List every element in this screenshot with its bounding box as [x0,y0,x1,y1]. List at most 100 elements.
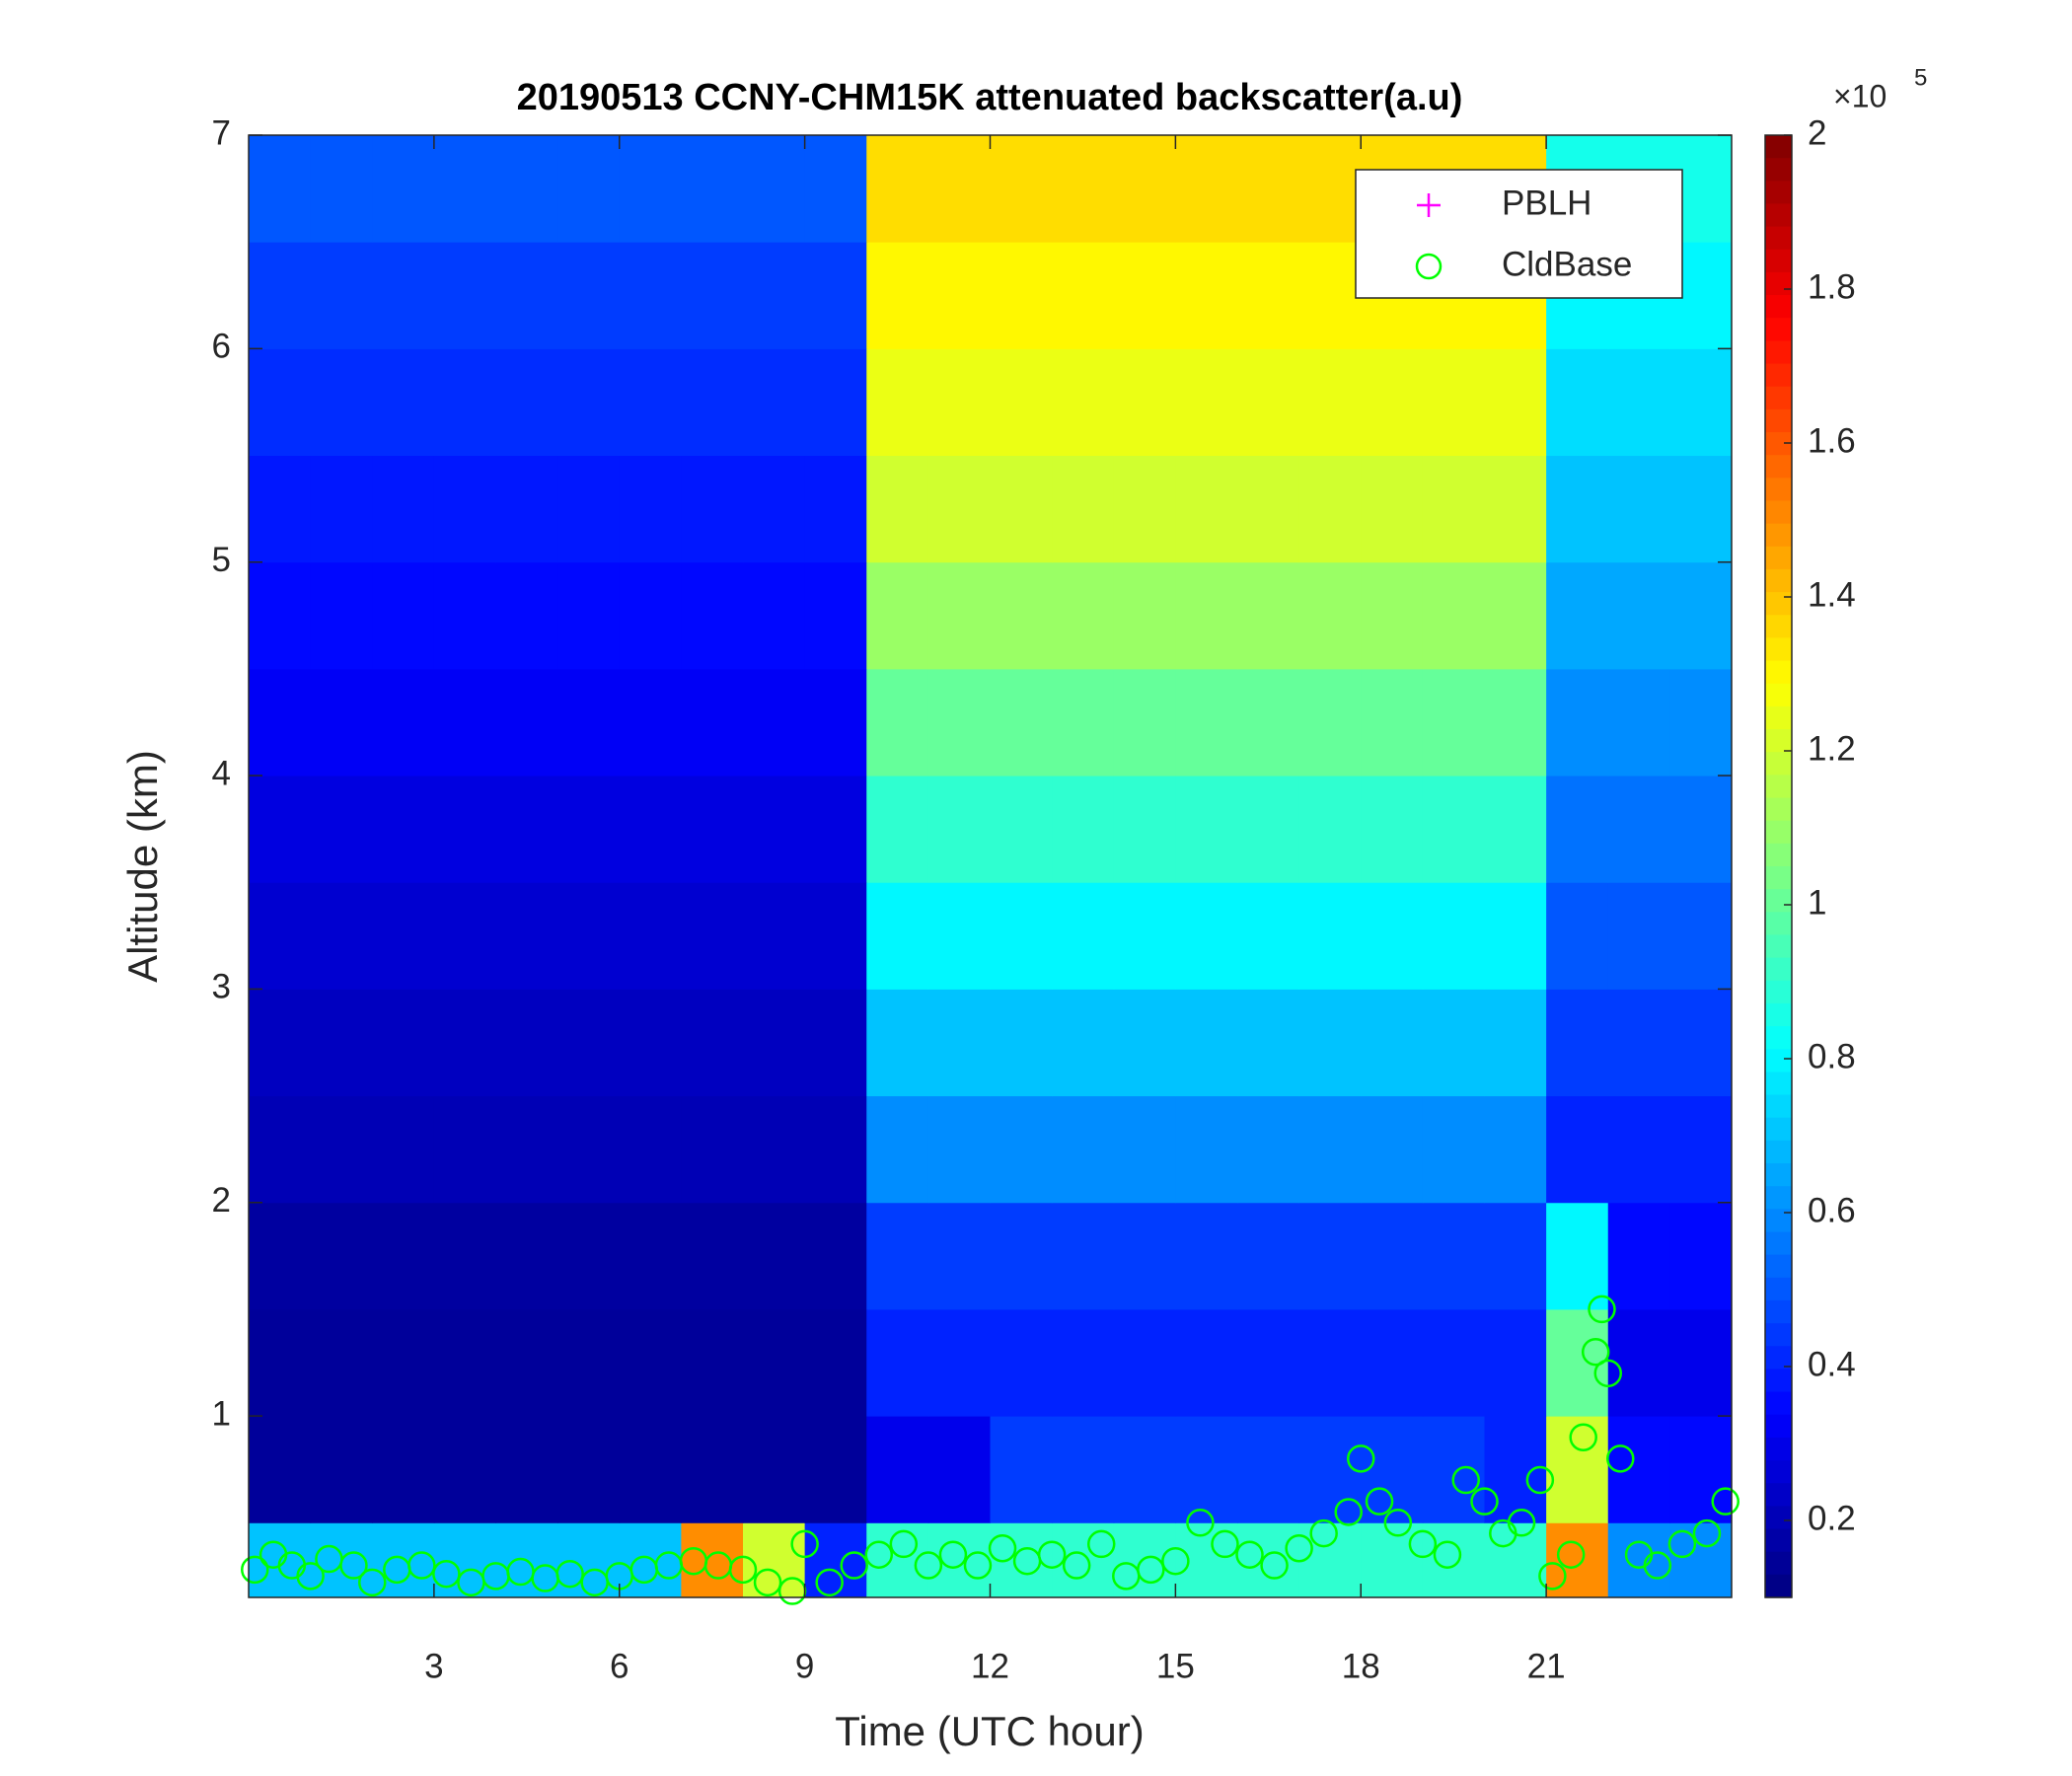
heatmap-cell [927,135,991,243]
colorbar-tick-label: 1 [1808,883,1826,922]
heatmap-cell [619,1416,682,1523]
colorbar-swatch [1765,340,1792,365]
heatmap-cell [1361,776,1424,883]
heatmap-cell [1298,1308,1362,1417]
heatmap-cell [619,561,682,670]
heatmap-cell [1607,1416,1670,1523]
cloud-base-marker [988,1533,1017,1563]
heatmap-cell [1546,1308,1609,1417]
heatmap-cell [681,455,744,563]
heatmap-cell [1052,348,1115,457]
heatmap-cell [1607,989,1670,1097]
heatmap-cell [1298,776,1362,883]
heatmap-cell [310,1308,373,1417]
heatmap-cell [1484,776,1547,883]
heatmap-cell [1175,882,1238,990]
heatmap-cell [990,1095,1053,1204]
heatmap-cell [743,989,806,1097]
colorbar-swatch [1765,500,1792,525]
heatmap-cell [310,1095,373,1204]
heatmap-cell [866,882,929,990]
heatmap-cell [866,1308,929,1417]
colorbar-swatch [1765,934,1792,959]
heatmap-cell [310,348,373,457]
heatmap-cell [990,561,1053,670]
colorbar-swatch [1765,1140,1792,1164]
cloud-base-marker [1588,1295,1616,1324]
heatmap-cell [1113,1416,1176,1523]
heatmap-cell [557,455,621,563]
heatmap-cell [1669,882,1733,990]
heatmap-cell [557,1095,621,1204]
cloud-base-marker [1593,1359,1622,1388]
cloud-base-marker [1451,1465,1480,1495]
colorbar-swatch [1765,1483,1792,1507]
cloud-base-marker [296,1562,325,1591]
colorbar-swatch [1765,203,1792,228]
heatmap-cell [557,882,621,990]
heatmap-cell [1669,1095,1733,1204]
heatmap-cell [1113,989,1176,1097]
colorbar-tick-label: 0.4 [1808,1345,1856,1383]
cloud-base-marker [1556,1540,1586,1569]
colorbar-swatch [1765,432,1792,456]
cloud-base-marker [1086,1529,1116,1559]
heatmap-cell [1237,135,1300,243]
heatmap-cell [804,1416,867,1523]
heatmap-cell [619,1308,682,1417]
heatmap-cell [372,561,435,670]
heatmap-cell [249,561,312,670]
heatmap-cell [1113,1095,1176,1204]
legend-label: CldBase [1502,245,1632,283]
heatmap-cell [1175,1416,1238,1523]
y-tick-label: 7 [212,113,231,152]
heatmap-cell [495,1416,558,1523]
heatmap-cell [1422,989,1485,1097]
heatmap-cell [557,1308,621,1417]
heatmap-cell [1237,882,1300,990]
heatmap-cell [1113,1522,1176,1598]
heatmap-cell [927,776,991,883]
x-axis-label: Time (UTC hour) [835,1708,1144,1754]
heatmap-cell [681,1202,744,1310]
heatmap-cell [372,1522,435,1598]
heatmap-cell [743,348,806,457]
heatmap-cell [310,1416,373,1523]
heatmap-cell [249,1308,312,1417]
cloud-base-marker [432,1559,461,1589]
heatmap-cell [619,455,682,563]
colorbar-swatch [1765,271,1792,296]
heatmap-cell [990,1416,1053,1523]
cloud-base-marker [1062,1551,1091,1580]
heatmap-cell [1175,1202,1238,1310]
cloud-base-marker [339,1551,368,1580]
cloud-base-marker [241,1555,269,1585]
chart-title: 20190513 CCNY-CHM15K attenuated backscat… [517,77,1463,118]
heatmap-cell [990,1308,1053,1417]
colorbar-swatch [1765,249,1792,273]
heatmap-cell [1607,1202,1670,1310]
cloud-base-marker [790,1529,819,1559]
colorbar-swatch [1765,615,1792,639]
heatmap-cell [1113,135,1176,243]
heatmap-cell [433,455,496,563]
heatmap-cell [681,882,744,990]
heatmap-cell [804,1308,867,1417]
heatmap-cell [1669,455,1733,563]
heatmap-cell [1607,1308,1670,1417]
heatmap-cell [495,135,558,243]
heatmap-cell [1546,455,1609,563]
heatmap-cell [1669,1416,1733,1523]
colorbar-multiplier: ×10 [1833,78,1887,113]
heatmap-cell [1175,989,1238,1097]
heatmap-cell [743,242,806,349]
heatmap-cell [433,989,496,1097]
heatmap-cell [1298,882,1362,990]
heatmap-cell [1546,1202,1609,1310]
heatmap-cell [557,135,621,243]
heatmap-cell [310,989,373,1097]
heatmap-cell [495,668,558,777]
heatmap-cell [804,242,867,349]
cloud-base-marker [815,1568,844,1597]
colorbar-swatch [1765,1231,1792,1256]
